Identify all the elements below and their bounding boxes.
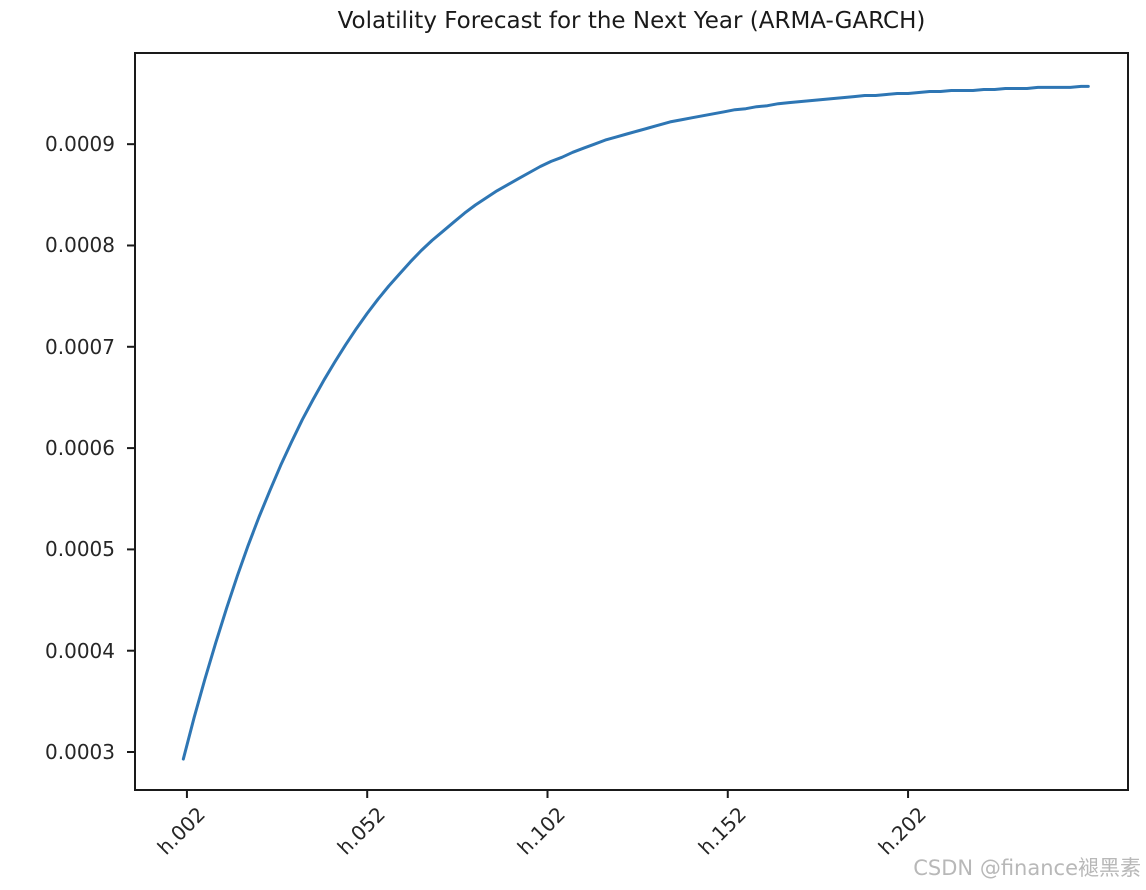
- y-tick-label: 0.0003: [45, 740, 115, 764]
- forecast-line: [181, 84, 1090, 761]
- y-tick-label: 0.0005: [45, 537, 115, 562]
- y-tick-label: 0.0008: [45, 233, 115, 258]
- watermark: CSDN @finance褪黑素: [913, 856, 1141, 880]
- y-tick-label: 0.0006: [45, 436, 115, 461]
- chart-title: Volatility Forecast for the Next Year (A…: [337, 8, 926, 34]
- y-tick-label: 0.0009: [45, 132, 115, 157]
- y-tick-label: 0.0007: [45, 334, 115, 359]
- y-tick-label: 0.0004: [45, 638, 115, 663]
- plot-border: [134, 52, 1129, 791]
